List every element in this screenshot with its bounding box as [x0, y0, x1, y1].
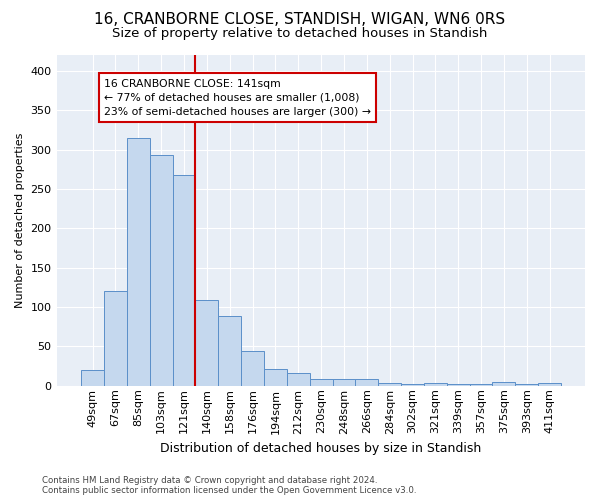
- Bar: [401, 384, 424, 386]
- Bar: [287, 373, 310, 386]
- Text: Size of property relative to detached houses in Standish: Size of property relative to detached ho…: [112, 28, 488, 40]
- Bar: [196, 300, 218, 386]
- Bar: [218, 316, 241, 386]
- Bar: [493, 382, 515, 386]
- Text: 16 CRANBORNE CLOSE: 141sqm
← 77% of detached houses are smaller (1,008)
23% of s: 16 CRANBORNE CLOSE: 141sqm ← 77% of deta…: [104, 78, 371, 116]
- Bar: [104, 292, 127, 386]
- Bar: [81, 370, 104, 386]
- X-axis label: Distribution of detached houses by size in Standish: Distribution of detached houses by size …: [160, 442, 482, 455]
- Bar: [378, 382, 401, 386]
- Y-axis label: Number of detached properties: Number of detached properties: [15, 132, 25, 308]
- Bar: [150, 155, 173, 386]
- Text: 16, CRANBORNE CLOSE, STANDISH, WIGAN, WN6 0RS: 16, CRANBORNE CLOSE, STANDISH, WIGAN, WN…: [94, 12, 506, 28]
- Bar: [424, 382, 447, 386]
- Bar: [470, 384, 493, 386]
- Bar: [355, 380, 378, 386]
- Bar: [241, 351, 264, 386]
- Text: Contains HM Land Registry data © Crown copyright and database right 2024.
Contai: Contains HM Land Registry data © Crown c…: [42, 476, 416, 495]
- Bar: [515, 384, 538, 386]
- Bar: [173, 176, 196, 386]
- Bar: [538, 384, 561, 386]
- Bar: [264, 369, 287, 386]
- Bar: [447, 384, 470, 386]
- Bar: [127, 138, 150, 386]
- Bar: [310, 378, 332, 386]
- Bar: [332, 378, 355, 386]
